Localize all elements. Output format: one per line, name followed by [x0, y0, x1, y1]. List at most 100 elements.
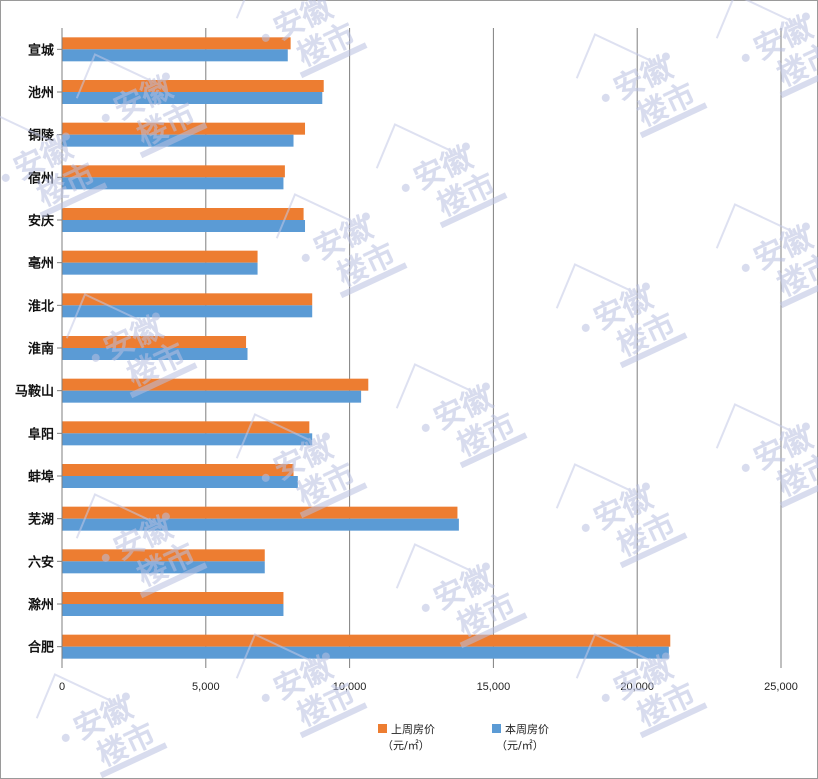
- category-label: 亳州: [28, 256, 54, 272]
- watermark-underline: [439, 192, 508, 229]
- watermark-roof-lines: [575, 33, 667, 79]
- legend-swatch: [492, 724, 501, 733]
- watermark-dot: [801, 422, 810, 431]
- watermark-dot: [101, 113, 110, 122]
- watermark-underline: [299, 42, 368, 79]
- watermark-roof-lines: [275, 193, 367, 239]
- bar-last-week: [62, 506, 458, 519]
- watermark-roof-lines: [75, 493, 167, 539]
- bars: [62, 37, 671, 659]
- watermark-dot: [91, 353, 100, 362]
- watermark-roof-lines: [715, 203, 807, 249]
- legend-unit: （元/㎡）: [496, 739, 544, 752]
- watermark-dot: [301, 253, 310, 262]
- category-label: 宿州: [28, 170, 54, 186]
- legend-series-name: 上周房价: [391, 723, 435, 736]
- watermark-dot: [261, 33, 270, 42]
- watermark-dot: [261, 473, 270, 482]
- watermark-dot: [461, 142, 470, 151]
- x-tick-labels: 0 5,000 10,000 15,000 20,000 25,000: [59, 681, 798, 693]
- x-tick-label: 5,000: [192, 681, 220, 693]
- bar-last-week: [62, 592, 284, 604]
- category-label: 马鞍山: [15, 384, 54, 400]
- watermark-underline: [299, 702, 368, 739]
- bar-this-week: [62, 177, 284, 190]
- watermark-roof-lines: [395, 543, 487, 589]
- watermark-dot: [741, 463, 750, 472]
- watermark-underline: [459, 432, 528, 469]
- watermark-roof-lines: [715, 0, 807, 39]
- watermark-underline: [779, 272, 818, 309]
- bar-this-week: [62, 92, 323, 104]
- watermark-dot: [741, 263, 750, 272]
- legend-series-name: 本周房价: [505, 722, 549, 736]
- category-label: 宣城: [28, 42, 54, 58]
- watermark-dot: [661, 52, 670, 61]
- x-tick-label: 20,000: [620, 681, 654, 693]
- watermark-underline: [139, 562, 208, 599]
- watermark-dot: [151, 312, 160, 321]
- watermark-roof-lines: [395, 363, 487, 409]
- watermark-dot: [121, 692, 130, 701]
- watermark-underline: [299, 482, 368, 519]
- category-label: 六安: [28, 554, 54, 570]
- bar-this-week: [62, 604, 284, 616]
- watermark-dot: [741, 53, 750, 62]
- bar-last-week: [62, 165, 285, 178]
- watermark-underline: [639, 702, 708, 739]
- bar-last-week: [62, 549, 265, 562]
- bar-this-week: [62, 646, 669, 659]
- watermark-dot: [101, 553, 110, 562]
- bar-this-week: [62, 390, 362, 403]
- watermark-underline: [639, 102, 708, 139]
- watermark-dot: [481, 382, 490, 391]
- watermark-underline: [779, 62, 818, 99]
- watermark-roof-lines: [235, 413, 327, 459]
- watermark-dot: [641, 482, 650, 491]
- watermark-underline: [99, 742, 168, 779]
- legend-unit: （元/㎡）: [382, 739, 430, 752]
- bar-this-week: [62, 561, 265, 574]
- watermark-underline: [339, 262, 408, 299]
- watermark-underline: [139, 122, 208, 159]
- bar-last-week: [62, 37, 291, 50]
- watermark-dot: [661, 652, 670, 661]
- watermark-dot: [161, 72, 170, 81]
- watermark-roof-lines: [75, 53, 167, 99]
- bar-last-week: [62, 250, 258, 263]
- watermark-dot: [61, 132, 70, 141]
- category-label: 合肥: [28, 640, 54, 656]
- category-label: 安庆: [28, 213, 54, 229]
- watermark-dot: [1, 173, 10, 182]
- watermark-underline: [129, 362, 198, 399]
- category-label: 阜阳: [28, 426, 54, 442]
- watermark-roof-lines: [235, 0, 327, 19]
- watermark-roof-lines: [555, 263, 647, 309]
- watermark-dot: [581, 523, 590, 532]
- bar-last-week: [62, 634, 671, 647]
- watermark-underline: [619, 332, 688, 369]
- bar-this-week: [62, 348, 248, 360]
- bar-last-week: [62, 378, 369, 391]
- watermark-underline: [459, 612, 528, 649]
- watermark-dot: [361, 212, 370, 221]
- watermark-roof-lines: [555, 463, 647, 509]
- watermark-roof-lines: [0, 113, 67, 159]
- watermark-roof-lines: [715, 403, 807, 449]
- watermark-roof-lines: [35, 673, 127, 719]
- watermark-dot: [321, 432, 330, 441]
- x-tick-label: 25,000: [764, 681, 798, 693]
- category-label: 滁州: [28, 597, 54, 613]
- bar-last-week: [62, 464, 294, 476]
- watermark-dot: [601, 93, 610, 102]
